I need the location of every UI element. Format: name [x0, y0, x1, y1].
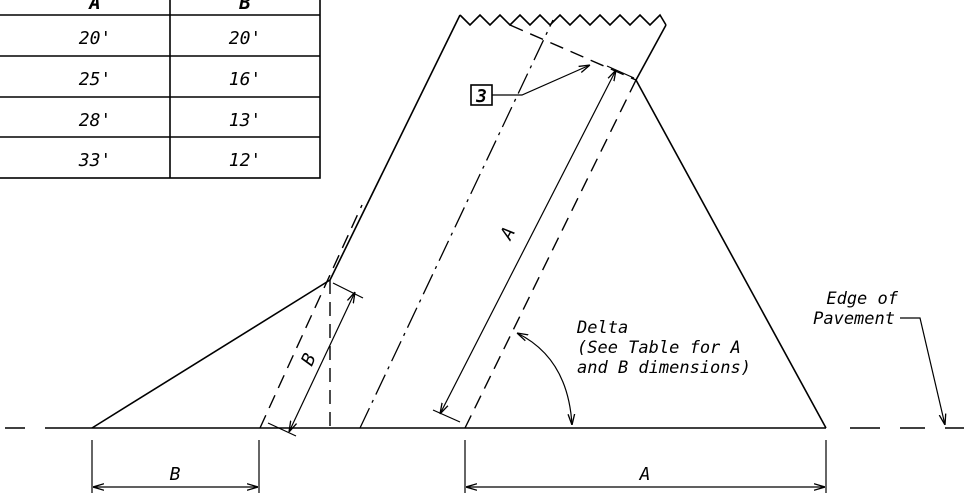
delta-label: Delta [576, 318, 628, 338]
table-header-a: A [87, 0, 100, 14]
callout-3[interactable]: 3 [470, 65, 590, 107]
dim-a-diag-label: A [496, 224, 520, 244]
table-cell-b: 20' [229, 28, 262, 49]
table-cell-b: 12' [229, 150, 262, 171]
table-cell-a: 33' [78, 150, 112, 171]
dimension-table: A B 20' 20' 25' 16' 28' 13' 33' 12' [0, 0, 321, 179]
edge-of-pavement-callout: Edge of Pavement [813, 289, 945, 425]
table-cell-a: 28' [79, 110, 112, 131]
dim-a-bottom-label: A [639, 464, 651, 485]
delta-angle: Delta (See Table for A and B dimensions) [517, 318, 751, 425]
callout-number: 3 [475, 86, 487, 107]
table-cell-b: 13' [229, 110, 262, 131]
dim-b-bottom-label: B [170, 464, 181, 485]
delta-note-line2: (See Table for A [577, 338, 741, 358]
road-centerline [359, 19, 554, 429]
left-flare [91, 14, 461, 429]
edge-label-line1: Edge of [826, 289, 898, 309]
dimension-b-bottom: B [91, 440, 260, 493]
edge-label-line2: Pavement [813, 309, 895, 329]
table-header-b: B [238, 0, 250, 14]
delta-note-line3: and B dimensions) [577, 358, 751, 378]
dimension-a-bottom: A [464, 440, 827, 493]
dim-b-diag-label: B [297, 350, 321, 369]
table-cell-a: 20' [79, 28, 112, 49]
break-line [459, 13, 667, 27]
table-cell-b: 16' [229, 69, 262, 90]
table-cell-a: 25' [79, 69, 112, 90]
